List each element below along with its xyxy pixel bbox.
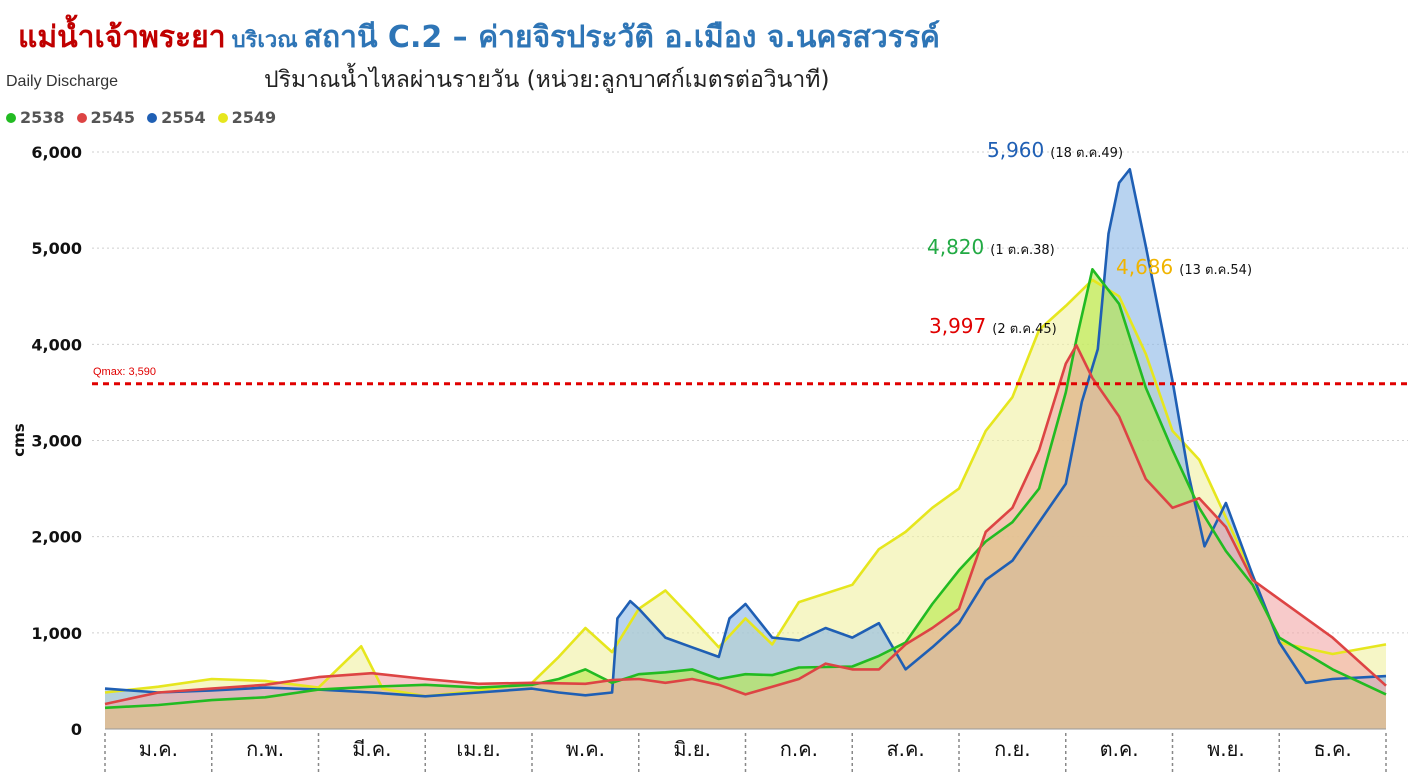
line-2549 [104, 168, 1387, 698]
legend-item-2545[interactable]: 2545 [76, 108, 136, 127]
x-tick-label: ต.ค. [1100, 737, 1139, 761]
annotation-layer: 5,960 (18 ต.ค.49) 4,820 (1 ต.ค.38) 4,686 (13 … [927, 138, 1252, 338]
axis-layer: 0 1,000 2,000 3,000 4,000 5,000 6,000 cms ม.ค. ก.… [10, 143, 1387, 775]
chart-subtitle: ปริมาณน้ำไหลผ่านรายวัน (หน่วย:ลูกบาศก์เม… [264, 67, 830, 93]
peak-annotation-2549: 5,960 (18 ต.ค.49) [987, 138, 1123, 162]
legend-dot-2554 [217, 112, 228, 123]
line-2545 [104, 344, 1387, 706]
legend-label-2554: 2549 [231, 108, 277, 127]
legend-label-2549: 2554 [161, 108, 206, 127]
y-tick-label: 3,000 [31, 432, 82, 451]
peak-annotation-2545: 3,997 (2 ต.ค.45) [929, 314, 1057, 338]
peak-value-2549: 5,960 [987, 138, 1044, 162]
y-tick-label: 1,000 [31, 624, 82, 643]
y-tick-label: 5,000 [31, 239, 82, 258]
x-tick-label: ก.พ. [246, 737, 284, 761]
x-tick-label: ก.ค. [780, 737, 818, 761]
x-tick-label: มิ.ย. [673, 737, 711, 761]
y-axis-title: cms [10, 423, 28, 457]
x-tick-label: ธ.ค. [1313, 737, 1351, 761]
qmax-label: Qmax: 3,590 [93, 366, 156, 378]
line-layer [104, 168, 1387, 710]
x-tick-label: ม.ค. [139, 737, 178, 761]
x-tick-label: พ.ค. [566, 737, 605, 761]
x-tick-label: มี.ค. [352, 737, 391, 761]
peak-date-2538: (1 ต.ค.38) [990, 243, 1055, 258]
legend-item-2549[interactable]: 2554 [147, 108, 206, 127]
title-river: แม่น้ำเจ้าพระยา [18, 20, 226, 55]
legend-item-2554[interactable]: 2549 [217, 108, 277, 127]
area-layer [105, 169, 1386, 730]
y-tick-label: 0 [71, 720, 82, 739]
legend-dot-2545 [76, 112, 87, 123]
peak-value-2554: 4,686 [1116, 255, 1173, 279]
line-2554 [104, 278, 1387, 698]
chart-legend: 2538 2545 2554 2549 [6, 108, 276, 127]
chart-label: Daily Discharge [6, 73, 119, 90]
peak-date-2554: (13 ต.ค.54) [1179, 263, 1252, 278]
legend-label-2538: 2538 [20, 108, 65, 127]
peak-annotation-2554: 4,686 (13 ต.ค.54) [1116, 255, 1252, 279]
title-station: สถานี C.2 – ค่ายจิรประวัติ อ.เมือง จ.นคร… [303, 20, 940, 55]
y-tick-label: 2,000 [31, 528, 82, 547]
x-tick-label: ก.ย. [994, 737, 1031, 761]
y-tick-label: 6,000 [31, 143, 82, 162]
peak-annotation-2538: 4,820 (1 ต.ค.38) [927, 235, 1055, 259]
line-2538 [104, 268, 1387, 710]
reference-layer: Qmax: 3,590 [92, 366, 1408, 386]
x-tick-label: ส.ค. [886, 737, 924, 761]
legend-dot-2538 [6, 112, 16, 123]
legend-dot-2549 [147, 112, 158, 123]
peak-value-2545: 3,997 [929, 314, 986, 338]
title-location-prefix: บริเวณ [231, 28, 298, 53]
chart-title: แม่น้ำเจ้าพระยา บริเวณ สถานี C.2 – ค่ายจิร… [18, 14, 940, 61]
legend-item-2538[interactable]: 2538 [6, 108, 65, 127]
peak-date-2549: (18 ต.ค.49) [1050, 146, 1123, 161]
y-tick-label: 4,000 [31, 335, 82, 354]
area-2545 [105, 345, 1386, 729]
peak-date-2545: (2 ต.ค.45) [992, 322, 1057, 337]
x-tick-label: พ.ย. [1207, 737, 1245, 761]
legend-label-2545: 2545 [90, 108, 136, 127]
peak-value-2538: 4,820 [927, 235, 984, 259]
x-tick-label: เม.ย. [456, 737, 500, 761]
